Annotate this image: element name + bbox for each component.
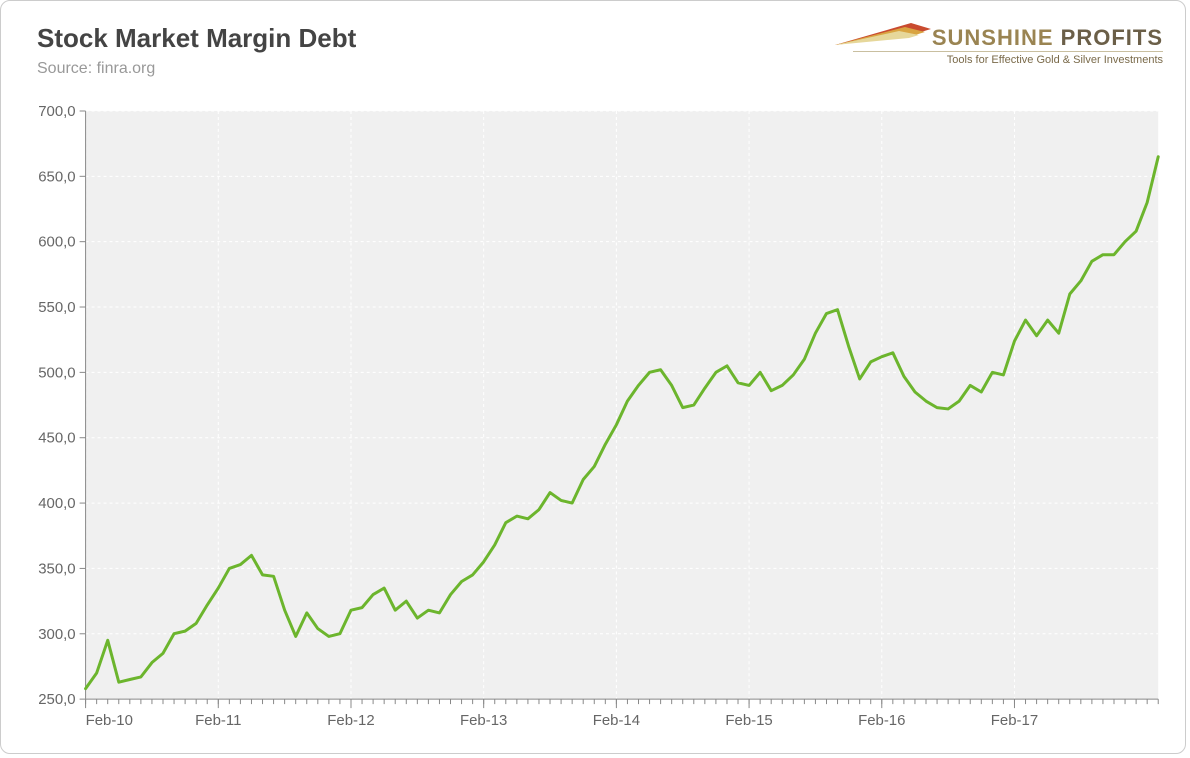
svg-text:Feb-17: Feb-17 [991, 712, 1038, 729]
svg-text:650,0: 650,0 [38, 168, 75, 185]
logo-subtitle: Tools for Effective Gold & Silver Invest… [853, 51, 1163, 66]
svg-text:Feb-15: Feb-15 [725, 712, 772, 729]
logo-swoosh-icon [833, 19, 933, 49]
svg-text:400,0: 400,0 [38, 495, 75, 512]
svg-text:500,0: 500,0 [38, 364, 75, 381]
svg-text:Feb-14: Feb-14 [593, 712, 640, 729]
svg-text:450,0: 450,0 [38, 430, 75, 447]
svg-text:Feb-13: Feb-13 [460, 712, 507, 729]
brand-logo: SUNSHINE PROFITS Tools for Effective Gol… [853, 25, 1163, 95]
chart-area: 250,0 300,0 350,0 400,0 450,0 500,0 550,0 600,0… [15, 101, 1171, 739]
svg-text:Feb-11: Feb-11 [195, 712, 241, 729]
svg-text:350,0: 350,0 [38, 560, 75, 577]
svg-text:Feb-12: Feb-12 [327, 712, 374, 729]
svg-text:550,0: 550,0 [38, 299, 75, 316]
svg-text:250,0: 250,0 [38, 691, 75, 708]
line-chart: 250,0 300,0 350,0 400,0 450,0 500,0 550,0 600,0… [15, 101, 1171, 739]
svg-text:300,0: 300,0 [38, 626, 75, 643]
svg-text:700,0: 700,0 [38, 103, 75, 120]
svg-text:600,0: 600,0 [38, 234, 75, 251]
svg-text:Feb-10: Feb-10 [86, 712, 133, 729]
chart-card: Stock Market Margin Debt Source: finra.o… [0, 0, 1186, 754]
svg-text:Feb-16: Feb-16 [858, 712, 905, 729]
header: Stock Market Margin Debt Source: finra.o… [1, 1, 1185, 103]
